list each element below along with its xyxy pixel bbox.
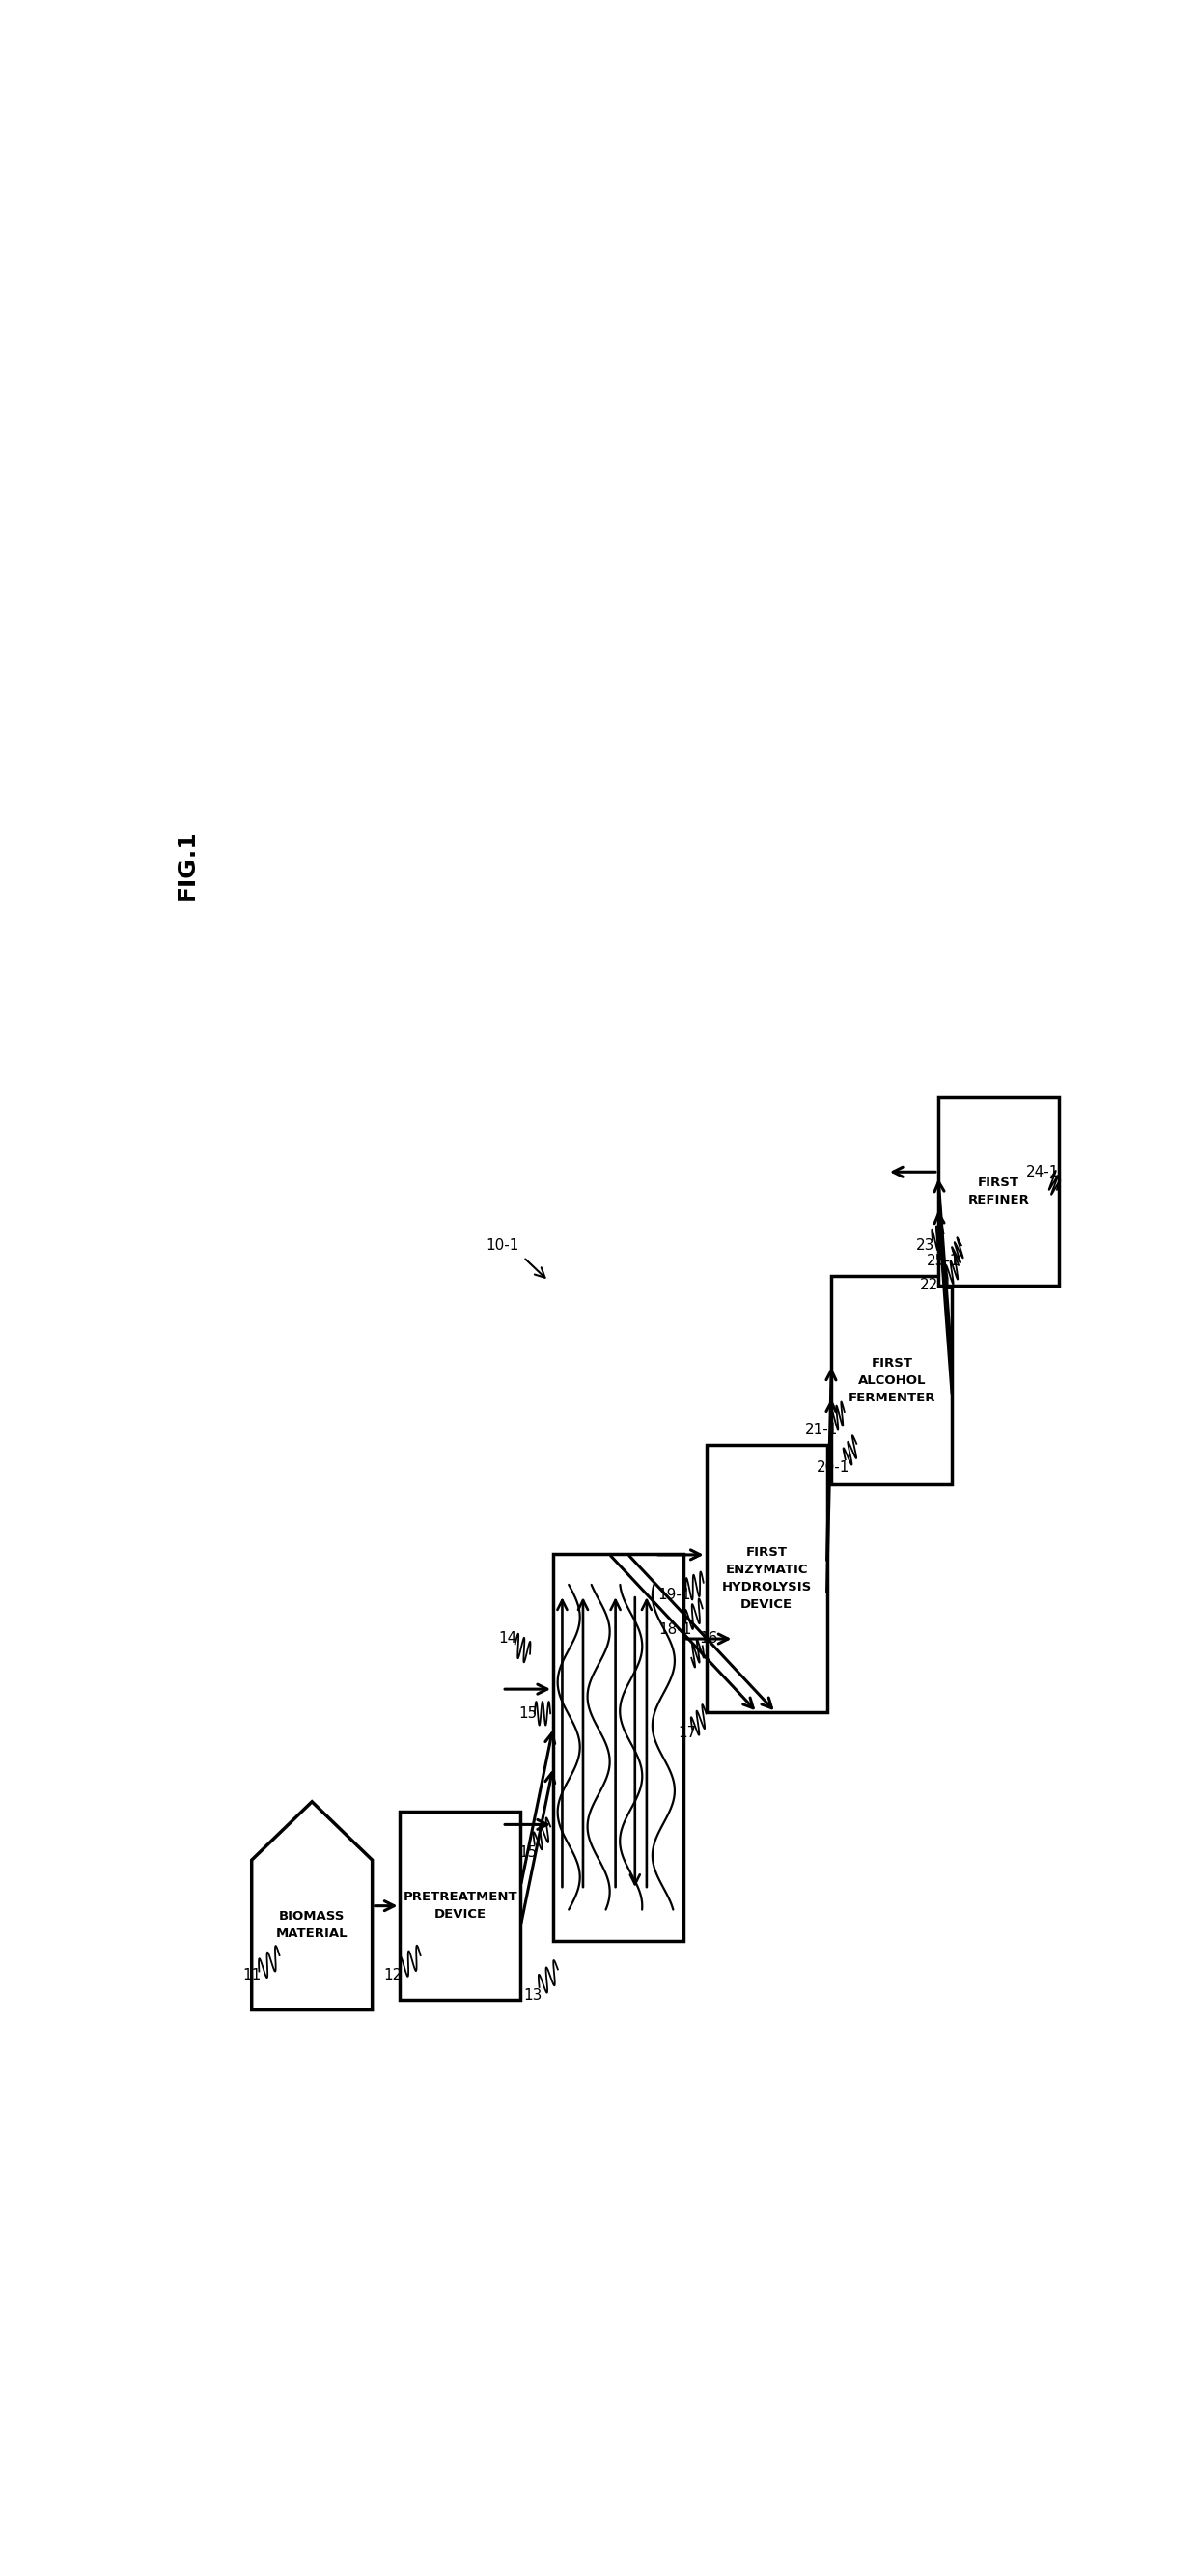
Bar (400, 1811, 521, 1999)
Text: 25-1: 25-1 (926, 1255, 959, 1267)
Text: FIRST
REFINER: FIRST REFINER (967, 1177, 1029, 1206)
Text: FIRST
ENZYMATIC
HYDROLYSIS
DEVICE: FIRST ENZYMATIC HYDROLYSIS DEVICE (722, 1546, 812, 1610)
Bar (553, 1553, 683, 1940)
Text: FIRST
ALCOHOL
FERMENTER: FIRST ALCOHOL FERMENTER (849, 1358, 935, 1404)
Text: 19-1: 19-1 (658, 1587, 692, 1602)
Text: 24-1: 24-1 (1026, 1164, 1058, 1180)
Text: 15: 15 (518, 1844, 537, 1860)
Text: 10-1: 10-1 (486, 1239, 518, 1252)
Text: 14: 14 (498, 1631, 517, 1646)
Text: 16: 16 (699, 1631, 717, 1646)
Text: 13: 13 (523, 1989, 542, 2002)
Bar (938, 1097, 1059, 1285)
Text: FIG.1: FIG.1 (175, 829, 199, 899)
Polygon shape (251, 1801, 372, 2009)
Text: 21-1: 21-1 (804, 1422, 838, 1437)
Text: 20-1: 20-1 (816, 1461, 850, 1473)
Text: 18-1: 18-1 (660, 1623, 692, 1638)
Text: 15: 15 (518, 1705, 537, 1721)
Text: 23: 23 (916, 1239, 935, 1252)
Text: PRETREATMENT
DEVICE: PRETREATMENT DEVICE (403, 1891, 517, 1922)
Text: 12: 12 (383, 1968, 402, 1984)
Text: 22-1: 22-1 (919, 1278, 953, 1293)
Bar (832, 1275, 952, 1484)
Text: BIOMASS
MATERIAL: BIOMASS MATERIAL (277, 1911, 348, 1940)
Text: 17: 17 (679, 1726, 697, 1741)
Text: 11: 11 (242, 1968, 261, 1984)
Bar (706, 1445, 827, 1713)
